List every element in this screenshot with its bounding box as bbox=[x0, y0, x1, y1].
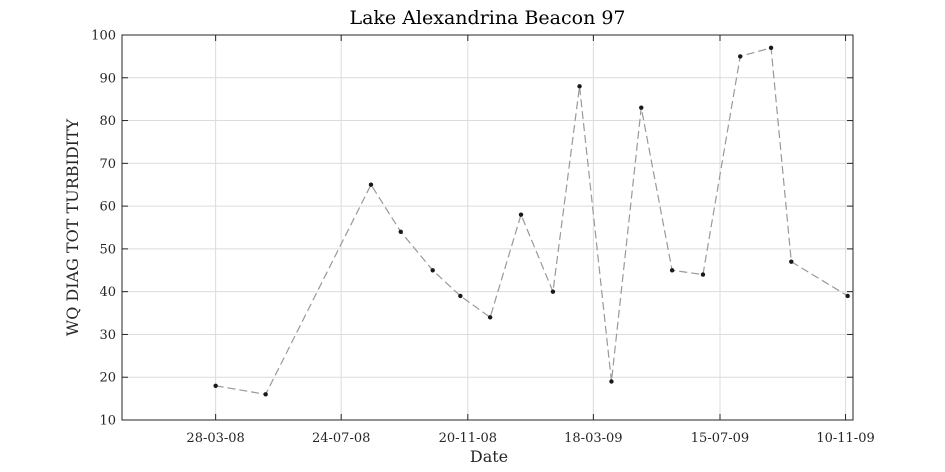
x-tick-label: 20-11-08 bbox=[439, 431, 497, 446]
data-point bbox=[213, 383, 218, 388]
data-point bbox=[789, 259, 794, 264]
chart-title: Lake Alexandrina Beacon 97 bbox=[349, 7, 625, 29]
y-tick-label: 80 bbox=[99, 114, 116, 129]
y-tick-label: 50 bbox=[99, 242, 116, 257]
y-tick-label: 20 bbox=[99, 371, 116, 386]
data-point bbox=[845, 293, 850, 299]
plot-frame bbox=[121, 34, 854, 421]
y-tick-label: 70 bbox=[99, 157, 116, 172]
y-tick-label: 40 bbox=[99, 285, 116, 300]
data-point bbox=[518, 212, 524, 217]
ticks: 28-03-08 24-07-08 20-11-08 18-03-09 15-07-09… bbox=[91, 29, 875, 447]
plot-background bbox=[122, 35, 853, 420]
data-point bbox=[577, 84, 582, 89]
data-point bbox=[458, 293, 463, 299]
data-point bbox=[669, 268, 675, 273]
data-point bbox=[639, 105, 644, 110]
data-point bbox=[398, 229, 403, 234]
y-tick-label: 10 bbox=[99, 414, 116, 429]
y-tick-label: 60 bbox=[99, 200, 116, 215]
data-point bbox=[609, 379, 614, 384]
y-tick-label: 30 bbox=[99, 328, 116, 343]
series-layer bbox=[213, 45, 850, 397]
series-line bbox=[215, 47, 848, 395]
x-tick-label: 10-11-09 bbox=[816, 431, 874, 446]
x-tick-label: 28-03-08 bbox=[186, 431, 244, 446]
data-point bbox=[487, 315, 493, 320]
data-point bbox=[700, 272, 706, 277]
y-axis-label: WQ DIAG TOT TURBIDITY bbox=[63, 118, 82, 336]
grid bbox=[122, 34, 853, 421]
x-tick-label: 24-07-08 bbox=[312, 431, 370, 446]
y-tick-label: 100 bbox=[91, 29, 116, 44]
x-axis-label: Date bbox=[470, 447, 508, 466]
data-point bbox=[368, 182, 374, 187]
x-tick-label: 18-03-09 bbox=[564, 431, 622, 446]
data-point bbox=[263, 392, 268, 397]
data-point bbox=[738, 54, 743, 59]
y-tick-label: 90 bbox=[99, 71, 116, 86]
x-tick-label: 15-07-09 bbox=[691, 431, 749, 446]
data-point bbox=[550, 289, 556, 294]
data-point bbox=[430, 268, 435, 273]
data-point bbox=[768, 45, 774, 51]
